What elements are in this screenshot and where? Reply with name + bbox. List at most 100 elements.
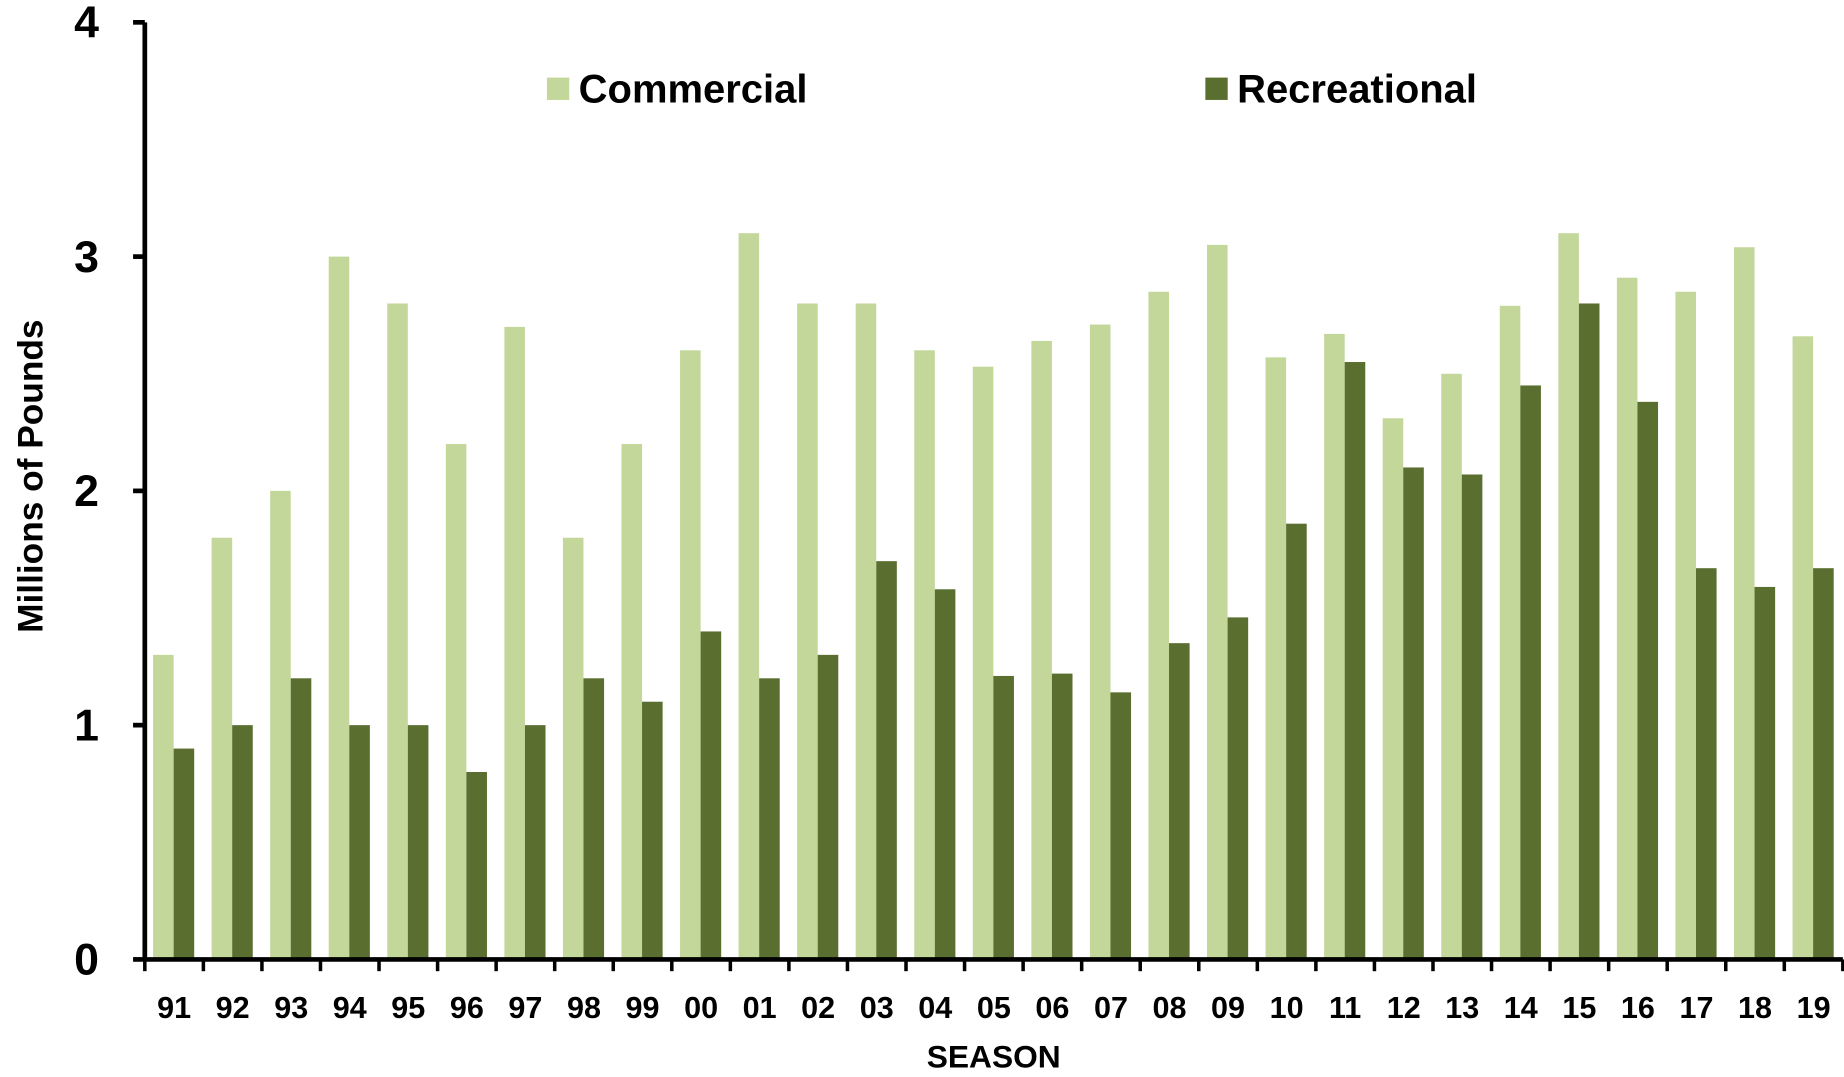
x-tick-label: 96 (450, 991, 484, 1025)
bar (1403, 467, 1424, 960)
x-tick-label: 05 (977, 991, 1011, 1025)
x-tick-label: 06 (1035, 991, 1069, 1025)
x-tick-label: 07 (1094, 991, 1128, 1025)
x-tick-label: 08 (1153, 991, 1187, 1025)
bar (1616, 277, 1638, 960)
bar (1696, 568, 1717, 960)
bar (232, 725, 253, 960)
x-axis-label: SEASON (927, 1039, 1061, 1075)
x-tick-label: 91 (157, 991, 191, 1025)
bar (1558, 233, 1579, 960)
y-axis-label: Millions of Pounds (12, 319, 51, 632)
y-tick-label: 4 (74, 0, 99, 48)
x-tick-label: 13 (1445, 991, 1479, 1025)
bar (290, 678, 312, 960)
bar (1089, 324, 1111, 960)
bar (1169, 643, 1190, 960)
x-tick-label: 12 (1387, 991, 1421, 1025)
y-tick-label: 0 (74, 936, 99, 985)
x-tick-label: 94 (333, 991, 367, 1025)
x-tick-label: 97 (508, 991, 542, 1025)
bar (328, 256, 350, 960)
x-tick-label: 01 (743, 991, 777, 1025)
bar (738, 233, 760, 960)
x-tick-label: 18 (1738, 991, 1772, 1025)
x-tick-label: 15 (1562, 991, 1596, 1025)
bar (504, 326, 525, 960)
bar (1051, 673, 1073, 960)
bar (407, 725, 429, 960)
x-tick-label: 92 (216, 991, 250, 1025)
bar (1813, 568, 1834, 960)
y-tick-label: 2 (74, 467, 99, 516)
bar (914, 350, 935, 960)
x-tick-label: 19 (1797, 991, 1831, 1025)
x-tick-label: 99 (626, 991, 660, 1025)
bar (1286, 523, 1307, 960)
x-tick-label: 04 (918, 991, 952, 1025)
x-tick-label: 10 (1270, 991, 1304, 1025)
bar (1733, 247, 1755, 960)
bar (934, 589, 956, 960)
x-tick-label: 03 (860, 991, 894, 1025)
y-tick-label: 1 (74, 701, 99, 750)
legend-swatch (546, 77, 570, 100)
bar (1031, 340, 1052, 960)
bar (972, 366, 994, 960)
x-tick-label: 09 (1211, 991, 1245, 1025)
bar (1754, 586, 1776, 960)
bar (562, 537, 584, 960)
bar (1382, 418, 1404, 960)
bar (1578, 303, 1600, 960)
legend-label: Recreational (1237, 67, 1477, 111)
bar (173, 748, 195, 960)
bar (759, 678, 780, 960)
x-tick-label: 00 (684, 991, 718, 1025)
bar (797, 303, 818, 960)
bar (1265, 357, 1287, 960)
y-tick-label: 3 (74, 233, 99, 282)
bar (1792, 336, 1814, 960)
x-tick-label: 98 (567, 991, 601, 1025)
bar (1344, 362, 1366, 960)
bar (1110, 692, 1132, 960)
bar (1227, 617, 1249, 960)
x-tick-label: 95 (391, 991, 425, 1025)
bar (1461, 474, 1483, 960)
bar (700, 631, 722, 960)
bar (270, 490, 291, 960)
bar (642, 701, 663, 960)
bar (855, 303, 877, 960)
bar (387, 303, 408, 960)
bar (1499, 305, 1521, 960)
legend-label: Commercial (579, 67, 808, 111)
bar (621, 444, 643, 960)
bar (1520, 385, 1541, 960)
bar (1637, 401, 1659, 960)
bar (1207, 244, 1228, 960)
bar (993, 675, 1014, 960)
x-tick-label: 16 (1621, 991, 1655, 1025)
x-tick-label: 93 (274, 991, 308, 1025)
bar (817, 654, 839, 960)
bar (153, 654, 174, 960)
bar (211, 537, 233, 960)
x-tick-label: 11 (1329, 991, 1361, 1025)
bar (1324, 333, 1345, 960)
x-tick-label: 14 (1504, 991, 1538, 1025)
legend-swatch (1205, 77, 1228, 100)
x-tick-label: 17 (1679, 991, 1713, 1025)
bar (1441, 373, 1462, 960)
bar (876, 561, 897, 960)
x-tick-label: 02 (801, 991, 835, 1025)
bar (680, 350, 701, 960)
bar (445, 444, 467, 960)
bar (583, 678, 605, 960)
bar (349, 725, 370, 960)
bar (1675, 291, 1697, 960)
bar (466, 772, 487, 960)
bar (524, 725, 546, 960)
bar (1148, 291, 1170, 960)
